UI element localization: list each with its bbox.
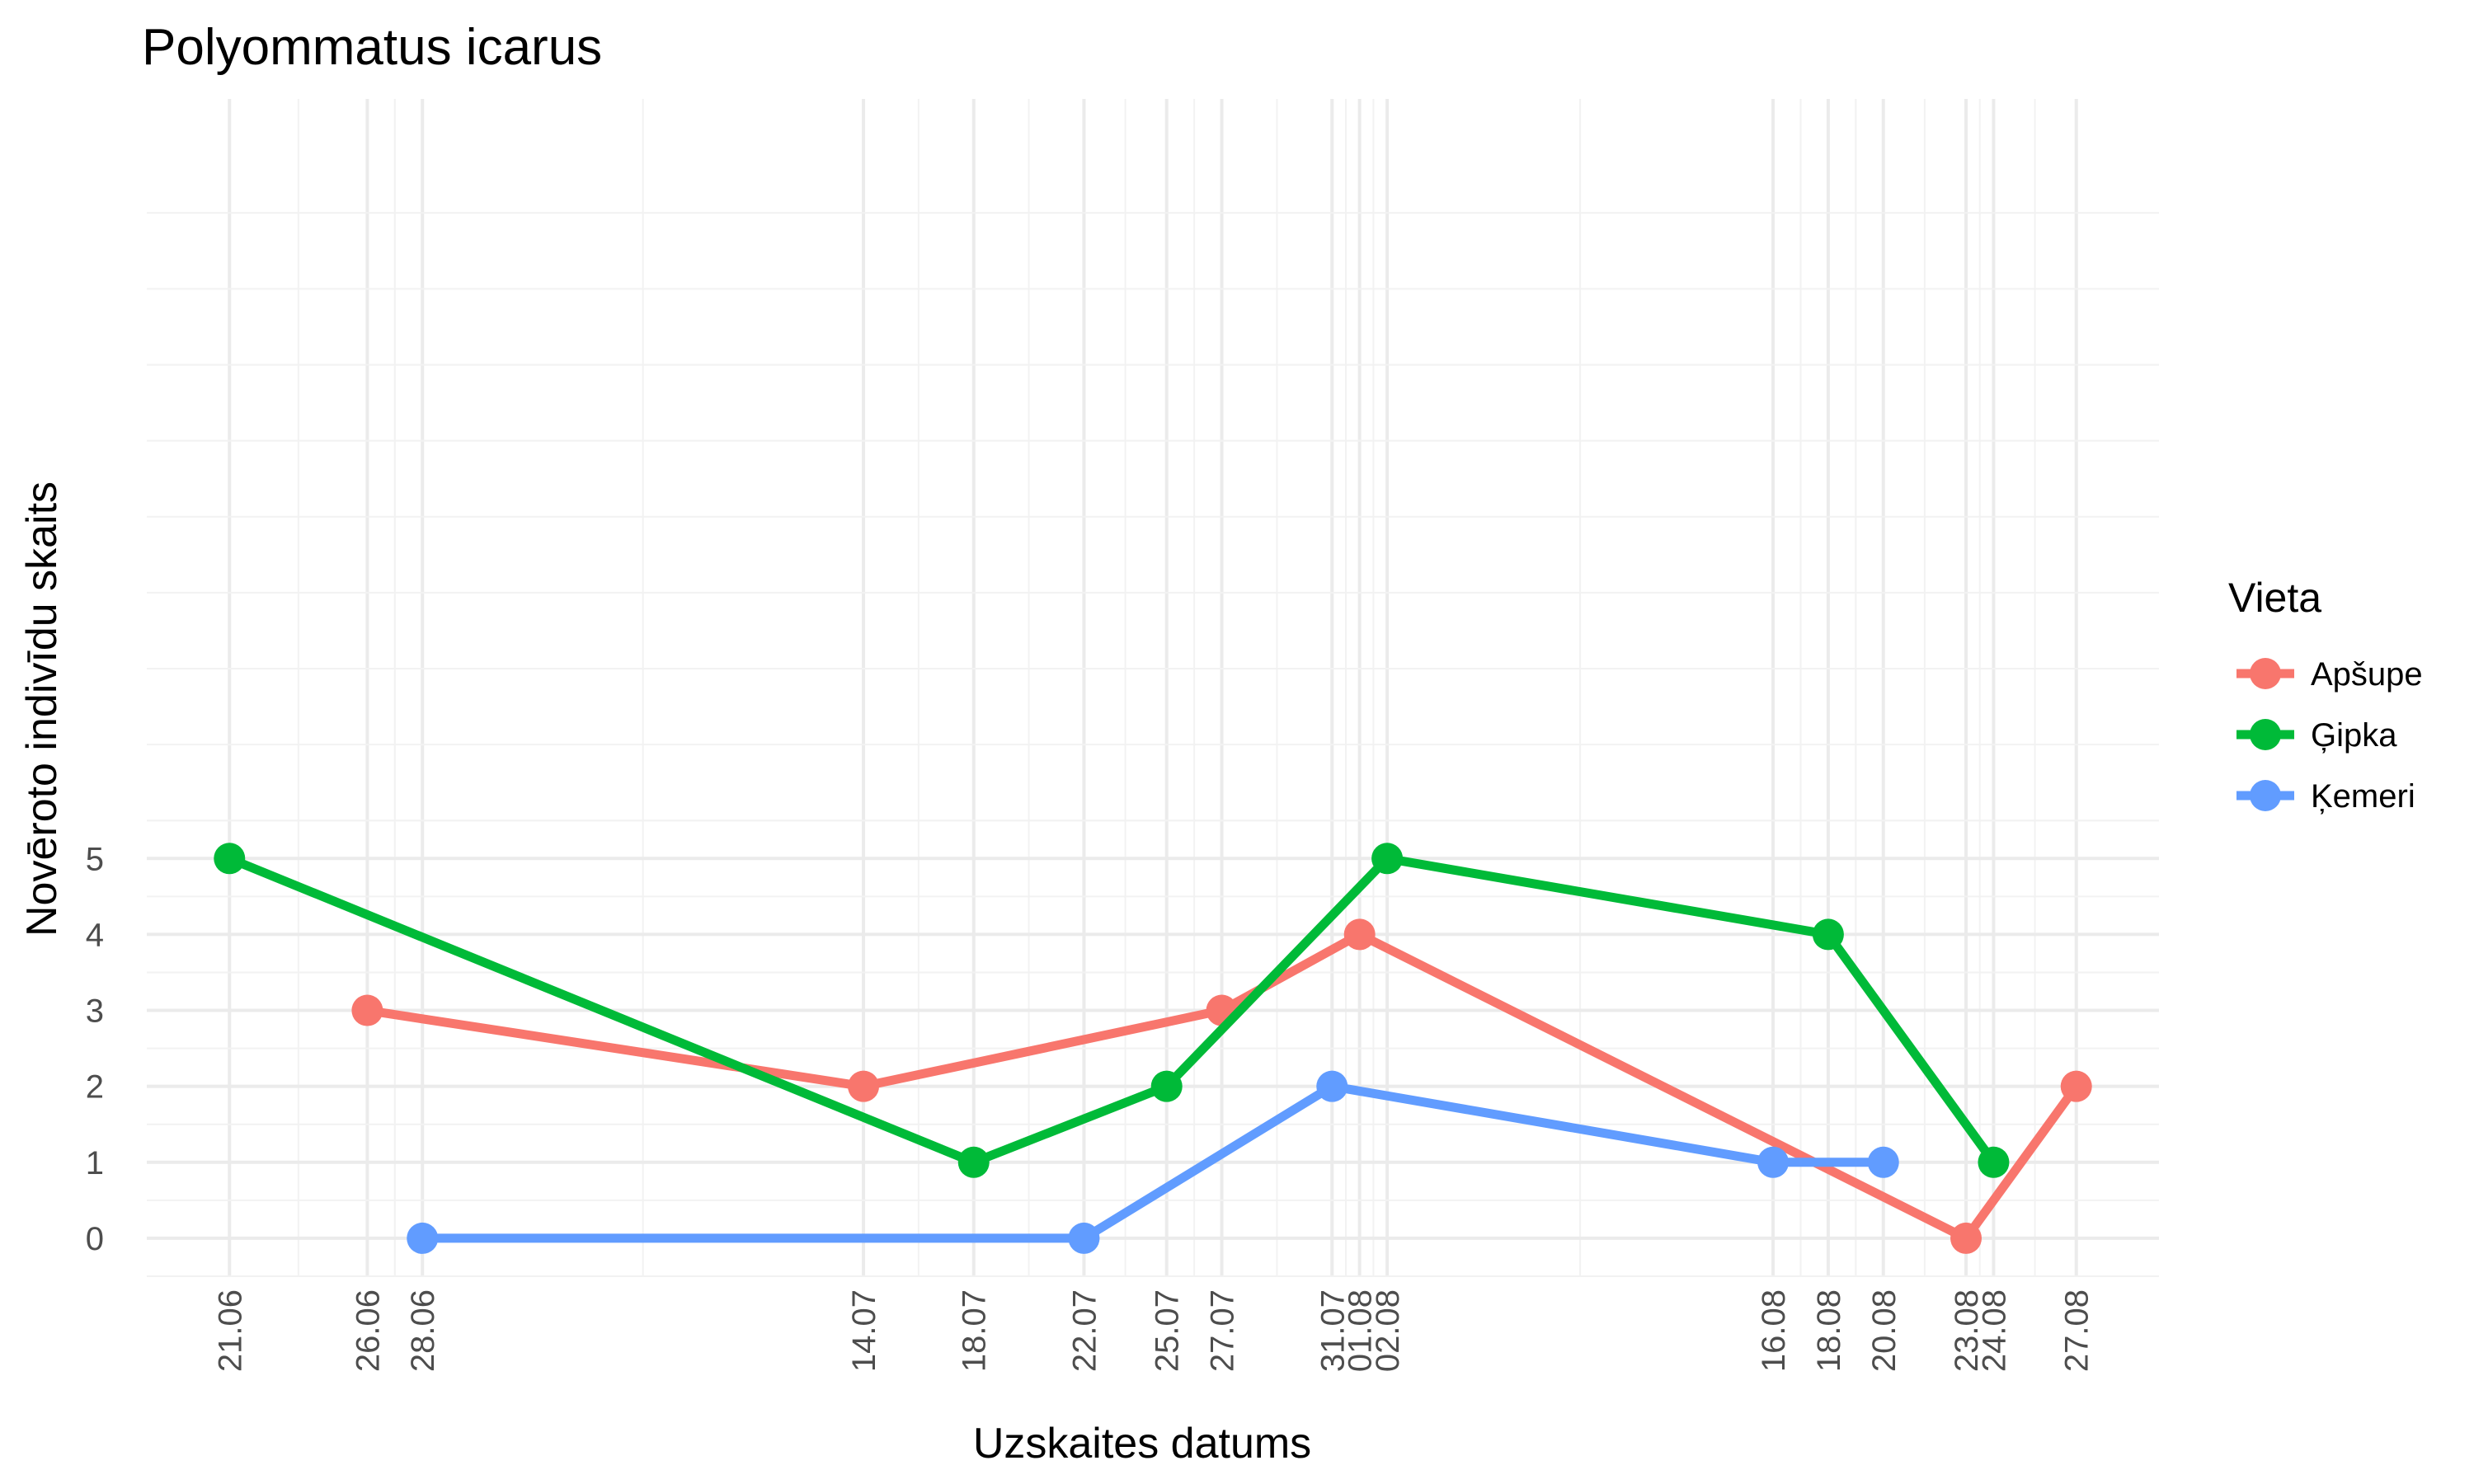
x-tick-label: 27.07	[1205, 1289, 1241, 1372]
x-tick-label: 27.08	[2059, 1289, 2095, 1372]
data-point	[1978, 1146, 2010, 1178]
grid	[147, 99, 2159, 1277]
x-tick-label: 24.08	[1976, 1289, 2012, 1372]
x-tick-label: 31.07	[1315, 1289, 1351, 1372]
y-tick-label: 2	[86, 1069, 104, 1106]
x-tick-label: 14.07	[846, 1289, 882, 1372]
data-point	[957, 1146, 990, 1178]
y-axis-title: Novēroto indivīdu skaits	[18, 481, 66, 937]
x-axis-title: Uzskaites datums	[973, 1420, 1311, 1468]
x-tick-label: 18.08	[1811, 1289, 1847, 1372]
data-point	[351, 994, 383, 1026]
x-tick-label: 16.08	[1756, 1289, 1792, 1372]
legend-key-point	[2250, 658, 2281, 689]
x-tick-label: 21.06	[212, 1289, 248, 1372]
x-tick-label: 20.08	[1866, 1289, 1903, 1372]
x-axis-ticks: 21.06 26.06 28.06 14.07 18.07 22.07 25.07 27.07…	[212, 1289, 2095, 1372]
x-tick-label: 28.06	[405, 1289, 441, 1372]
y-tick-label: 0	[86, 1221, 104, 1257]
data-point	[2060, 1070, 2092, 1102]
y-tick-label: 1	[86, 1145, 104, 1181]
legend-label: Ģipka	[2311, 717, 2397, 754]
data-point	[1867, 1146, 1899, 1178]
data-point	[848, 1070, 880, 1102]
series-line	[228, 853, 1997, 1167]
y-tick-label: 4	[86, 917, 104, 953]
legend-title: Vieta	[2228, 575, 2321, 621]
x-tick-label: 01.08	[1343, 1289, 1379, 1372]
x-tick-label: 18.07	[957, 1289, 993, 1372]
x-tick-label: 02.08	[1370, 1289, 1406, 1372]
y-tick-label: 5	[86, 841, 104, 877]
chart-title: Polyommatus icarus	[142, 19, 602, 76]
y-axis-ticks: 0 1 2 3 4 5	[86, 841, 104, 1257]
data-point	[214, 843, 246, 875]
x-tick-label: 22.07	[1066, 1289, 1103, 1372]
data-point	[1316, 1070, 1348, 1102]
x-tick-label: 26.06	[350, 1289, 386, 1372]
series-line	[366, 929, 2081, 1243]
data-point	[1950, 1222, 1982, 1254]
legend: Vieta Apšupe Ģipka Ķemeri	[2228, 575, 2423, 815]
legend-label: Apšupe	[2311, 656, 2423, 693]
data-point	[1757, 1146, 1790, 1178]
x-tick-label: 25.07	[1150, 1289, 1186, 1372]
data-point	[1812, 918, 1844, 951]
legend-key-point	[2250, 719, 2281, 750]
y-tick-label: 3	[86, 993, 104, 1030]
data-point	[1371, 843, 1404, 875]
x-tick-label: 23.08	[1949, 1289, 1985, 1372]
series-layer	[214, 843, 2092, 1254]
data-point	[1150, 1070, 1183, 1102]
legend-key-point	[2250, 780, 2281, 811]
data-point	[407, 1222, 439, 1254]
data-point	[1343, 918, 1376, 951]
legend-label: Ķemeri	[2311, 778, 2415, 815]
data-point	[1068, 1222, 1100, 1254]
